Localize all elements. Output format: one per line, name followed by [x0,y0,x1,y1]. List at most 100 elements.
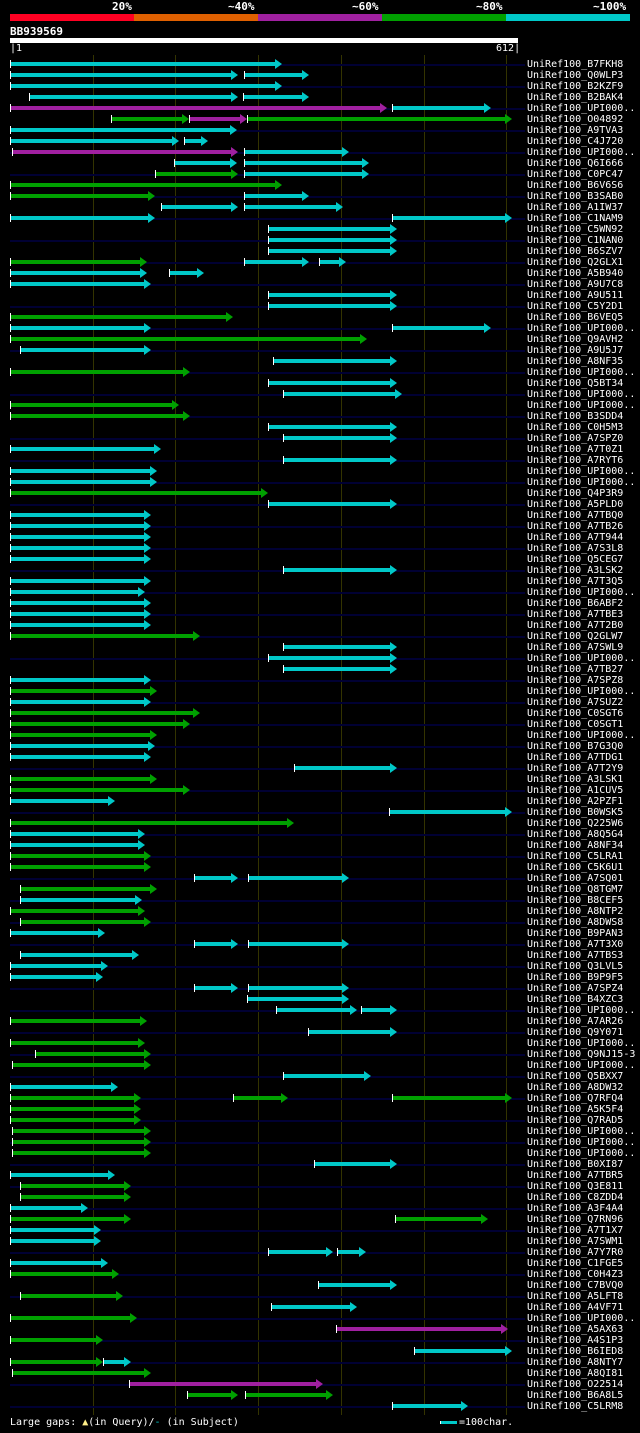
hit-row[interactable]: UniRef100_UPI000.. [0,686,640,697]
alignment-segment[interactable] [11,1063,145,1067]
hit-label[interactable]: UniRef100_A7T3Q5 [527,576,624,587]
alignment-segment[interactable] [10,326,145,330]
hit-row[interactable]: UniRef100_A8NTP2 [0,906,640,917]
alignment-segment[interactable] [194,986,233,990]
hit-label[interactable]: UniRef100_B0WSK5 [527,807,624,818]
hit-row[interactable]: UniRef100_B9PAN3 [0,928,640,939]
hit-row[interactable]: UniRef100_B6VEQ5 [0,312,640,323]
hit-label[interactable]: UniRef100_Q0WLP3 [527,70,624,81]
hit-label[interactable]: UniRef100_A7T944 [527,532,624,543]
alignment-segment[interactable] [10,337,362,341]
hit-row[interactable]: UniRef100_A7T1X7 [0,1225,640,1236]
hit-label[interactable]: UniRef100_B7G3Q0 [527,741,624,752]
hit-row[interactable]: UniRef100_A8QI81 [0,1368,640,1379]
hit-row[interactable]: UniRef100_C0SGT1 [0,719,640,730]
hit-row[interactable]: UniRef100_A7TB26 [0,521,640,532]
alignment-segment[interactable] [10,403,173,407]
hit-row[interactable]: UniRef100_C1NAN0 [0,235,640,246]
alignment-segment[interactable] [307,1030,392,1034]
hit-row[interactable]: UniRef100_C7BVQ0 [0,1280,640,1291]
alignment-segment[interactable] [10,744,149,748]
hit-row[interactable]: UniRef100_Q3LVL5 [0,961,640,972]
hit-label[interactable]: UniRef100_UPI000.. [527,103,636,114]
alignment-segment[interactable] [10,1261,102,1265]
alignment-segment[interactable] [268,502,392,506]
alignment-segment[interactable] [248,876,344,880]
hit-row[interactable]: UniRef100_B3SDD4 [0,411,640,422]
hit-row[interactable]: UniRef100_Q0WLP3 [0,70,640,81]
hit-row[interactable]: UniRef100_A7SUZ2 [0,697,640,708]
hit-label[interactable]: UniRef100_C1FGE5 [527,1258,624,1269]
alignment-segment[interactable] [392,326,486,330]
alignment-segment[interactable] [194,876,233,880]
hit-label[interactable]: UniRef100_B3SAB0 [527,191,624,202]
hit-row[interactable]: UniRef100_B3SAB0 [0,191,640,202]
hit-row[interactable]: UniRef100_B6ABF2 [0,598,640,609]
hit-row[interactable]: UniRef100_A7Y7R0 [0,1247,640,1258]
alignment-segment[interactable] [19,1294,118,1298]
hit-label[interactable]: UniRef100_B7FKH8 [527,59,624,70]
hit-row[interactable]: UniRef100_C5WN92 [0,224,640,235]
hit-row[interactable]: UniRef100_A7SPZ8 [0,675,640,686]
alignment-segment[interactable] [11,1140,145,1144]
hit-row[interactable]: UniRef100_UPI000.. [0,400,640,411]
hit-label[interactable]: UniRef100_A7SPZ0 [527,433,624,444]
alignment-segment[interactable] [29,95,233,99]
alignment-segment[interactable] [361,1008,392,1012]
hit-label[interactable]: UniRef100_A7TBR5 [527,1170,624,1181]
alignment-segment[interactable] [10,216,149,220]
hit-row[interactable]: UniRef100_B6SZV7 [0,246,640,257]
hit-label[interactable]: UniRef100_UPI000.. [527,1038,636,1049]
alignment-segment[interactable] [243,95,304,99]
alignment-segment[interactable] [10,414,185,418]
alignment-segment[interactable] [10,84,277,88]
hit-label[interactable]: UniRef100_C7BVQ0 [527,1280,624,1291]
hit-label[interactable]: UniRef100_Q3E811 [527,1181,624,1192]
hit-row[interactable]: UniRef100_A5PLD0 [0,499,640,510]
alignment-segment[interactable] [10,315,228,319]
hit-label[interactable]: UniRef100_A1IW37 [527,202,624,213]
hit-row[interactable]: UniRef100_UPI000.. [0,1137,640,1148]
alignment-segment[interactable] [10,843,139,847]
hit-row[interactable]: UniRef100_UPI000.. [0,147,640,158]
alignment-segment[interactable] [10,733,152,737]
hit-row[interactable]: UniRef100_A3LSK1 [0,774,640,785]
alignment-segment[interactable] [194,942,233,946]
alignment-segment[interactable] [10,711,195,715]
hit-row[interactable]: UniRef100_UPI000.. [0,587,640,598]
hit-row[interactable]: UniRef100_B2BAK4 [0,92,640,103]
hit-label[interactable]: UniRef100_UPI000.. [527,1313,636,1324]
alignment-segment[interactable] [11,1129,145,1133]
alignment-segment[interactable] [10,788,185,792]
hit-row[interactable]: UniRef100_B4XZC3 [0,994,640,1005]
hit-row[interactable]: UniRef100_A7TB27 [0,664,640,675]
alignment-segment[interactable] [233,1096,282,1100]
hit-label[interactable]: UniRef100_UPI000.. [527,1137,636,1148]
hit-label[interactable]: UniRef100_Q3LVL5 [527,961,624,972]
hit-row[interactable]: UniRef100_A5K5F4 [0,1104,640,1115]
alignment-segment[interactable] [244,161,363,165]
hit-row[interactable]: UniRef100_A7TDG1 [0,752,640,763]
hit-row[interactable]: UniRef100_Q6I666 [0,158,640,169]
alignment-segment[interactable] [10,524,145,528]
alignment-segment[interactable] [10,865,145,869]
hit-row[interactable]: UniRef100_UPI000.. [0,389,640,400]
alignment-segment[interactable] [392,1404,463,1408]
hit-row[interactable]: UniRef100_A7SPZ0 [0,433,640,444]
alignment-segment[interactable] [392,216,506,220]
hit-label[interactable]: UniRef100_A7SPZ8 [527,675,624,686]
alignment-segment[interactable] [10,777,152,781]
hit-label[interactable]: UniRef100_A7SUZ2 [527,697,624,708]
hit-label[interactable]: UniRef100_A7T2Y9 [527,763,624,774]
alignment-segment[interactable] [413,1349,506,1353]
alignment-segment[interactable] [19,1195,125,1199]
hit-label[interactable]: UniRef100_UPI000.. [527,147,636,158]
alignment-segment[interactable] [244,73,304,77]
alignment-segment[interactable] [10,612,145,616]
hit-label[interactable]: UniRef100_Q9AVH2 [527,334,624,345]
hit-row[interactable]: UniRef100_A4VF71 [0,1302,640,1313]
hit-label[interactable]: UniRef100_A7T0Z1 [527,444,624,455]
hit-label[interactable]: UniRef100_Q9NJ15-3 [527,1049,636,1060]
hit-row[interactable]: UniRef100_A5B940 [0,268,640,279]
hit-row[interactable]: UniRef100_B9P9F5 [0,972,640,983]
